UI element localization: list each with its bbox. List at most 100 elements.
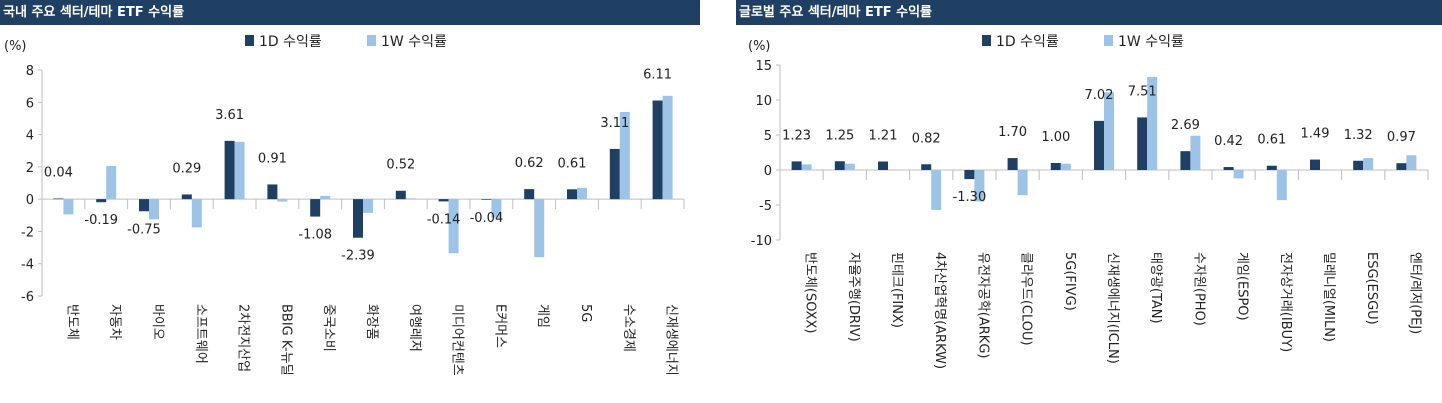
bar-1d (1007, 158, 1018, 170)
bar-1d (395, 190, 406, 200)
data-label-1d: -0.14 (427, 212, 461, 227)
bar-1d (181, 194, 192, 200)
bar-1d (224, 140, 235, 200)
bar-1w (801, 164, 812, 170)
legend-swatch-1w (367, 35, 376, 46)
category-label: 반도체 (64, 304, 79, 340)
bar-1d (310, 199, 321, 217)
bar-1d (1180, 151, 1191, 170)
bar-1w (1233, 170, 1244, 179)
category-label: 미디어컨텐츠 (450, 304, 465, 376)
bar-1d (1396, 163, 1407, 170)
bar-1d (878, 161, 888, 170)
data-label-1d: 1.32 (1344, 128, 1373, 143)
category-label: 태양광(TAN) (1148, 252, 1163, 324)
category-label: E커머스 (492, 304, 507, 348)
legend-label-1w: 1W 수익률 (381, 34, 447, 50)
bar-1w (534, 199, 545, 258)
legend-swatch-1d (245, 35, 254, 46)
bar-1d (1266, 165, 1277, 170)
category-label: 수자원(PHO) (1191, 252, 1206, 326)
data-label-1d: 0.97 (1387, 130, 1416, 145)
y-axis-unit-label: (%) (748, 39, 771, 54)
data-label-1d: -0.04 (470, 211, 504, 226)
bar-1d (53, 198, 64, 200)
bar-1w (363, 199, 373, 213)
data-label-1d: 0.52 (386, 158, 415, 173)
global-chart-title: 글로벌 주요 섹터/테마 ETF 수익률 (736, 0, 1442, 25)
bar-1w (1147, 76, 1158, 170)
legend-swatch-1d (982, 35, 991, 46)
bar-1w (320, 195, 331, 200)
category-label: 핀테크(FINX) (889, 252, 904, 328)
domestic-chart-title: 국내 주요 섹터/테마 ETF 수익률 (0, 0, 700, 25)
bar-1w (405, 198, 416, 200)
category-label: BBIG K-뉴딜 (278, 304, 293, 376)
bar-1w (1060, 163, 1071, 170)
data-label-1d: 1.23 (782, 128, 811, 143)
category-label: 게임 (535, 304, 550, 328)
bar-1w (448, 199, 459, 254)
bar-1d (1310, 159, 1320, 170)
bar-1d (921, 164, 932, 170)
bar-1d (567, 189, 577, 200)
legend-label-1d: 1D 수익률 (996, 34, 1059, 50)
bar-1d (1094, 120, 1104, 170)
y-tick-label: 4 (26, 129, 34, 144)
bar-1d (438, 199, 449, 202)
bar-1d (1050, 163, 1061, 170)
data-label-1d: 0.82 (912, 131, 941, 146)
bar-1w (149, 199, 159, 220)
data-label-1d: 0.62 (515, 156, 544, 171)
category-label: 자율주행(DRIV) (846, 252, 862, 342)
legend-label-1w: 1W 수익률 (1118, 34, 1184, 50)
y-tick-label: 6 (26, 96, 34, 111)
global-etf-chart-panel: 글로벌 주요 섹터/테마 ETF 수익률 (%) 1D 수익률 1W 수익률 -10 -… (736, 0, 1442, 403)
data-label-1d: -1.08 (298, 228, 332, 243)
category-label: ESG(ESGU) (1364, 252, 1379, 325)
bar-1w (619, 111, 630, 200)
bar-1w (974, 170, 985, 202)
bar-1d (139, 199, 149, 212)
bar-1d (524, 189, 535, 200)
data-label-1d: 3.11 (600, 116, 629, 131)
category-label: 화장품 (364, 304, 379, 340)
bar-1d (1137, 117, 1148, 170)
category-label: 중국소비 (321, 304, 336, 352)
category-label: 반도체(SOXX) (803, 252, 818, 334)
category-label: 2차전지산업 (236, 304, 251, 372)
category-label: 바이오 (150, 304, 165, 340)
y-tick-label: 10 (755, 94, 772, 109)
domestic-etf-chart-panel: 국내 주요 섹터/테마 ETF 수익률 (%) 1D 수익률 1W 수익률 -6 -4 -… (0, 0, 700, 403)
bar-1w (63, 199, 74, 215)
category-label: 게임(ESPO) (1235, 252, 1250, 321)
y-tick-label: 5 (764, 129, 772, 144)
bar-1w (1363, 158, 1374, 170)
category-label: 신재생에너지(ICLN) (1105, 252, 1120, 364)
legend-swatch-1w (1104, 35, 1113, 46)
y-tick-label: -2 (21, 225, 34, 240)
bar-1w (1276, 170, 1287, 201)
y-tick-label: -4 (21, 258, 34, 273)
bar-1w (491, 199, 502, 218)
category-label: 유전자공학(ARKG) (975, 252, 990, 358)
global-etf-chart: (%) 1D 수익률 1W 수익률 -10 -5 0 5 10 15 1.23 반도체(SOXX) 1… (748, 34, 1429, 369)
bar-1d (267, 184, 278, 200)
bar-1w (1406, 155, 1417, 170)
bar-1d (353, 199, 363, 238)
data-label-1d: 1.49 (1301, 127, 1330, 142)
bar-1w (577, 187, 587, 200)
y-tick-label: 8 (26, 64, 34, 79)
category-label: 전자상거래(IBUY) (1278, 252, 1293, 352)
data-label-1d: 0.29 (172, 161, 201, 176)
bar-1w (191, 199, 202, 228)
bar-1d (964, 170, 975, 180)
category-label: 4차산업혁명(ARKW) (932, 252, 947, 369)
data-label-1d: 1.25 (825, 128, 854, 143)
y-tick-label: -5 (759, 199, 772, 214)
bar-1w (106, 166, 117, 200)
bar-1d (791, 161, 802, 170)
bar-1w (234, 141, 245, 200)
data-label-1d: 7.51 (1128, 84, 1157, 99)
data-label-1d: 1.00 (1041, 130, 1070, 145)
